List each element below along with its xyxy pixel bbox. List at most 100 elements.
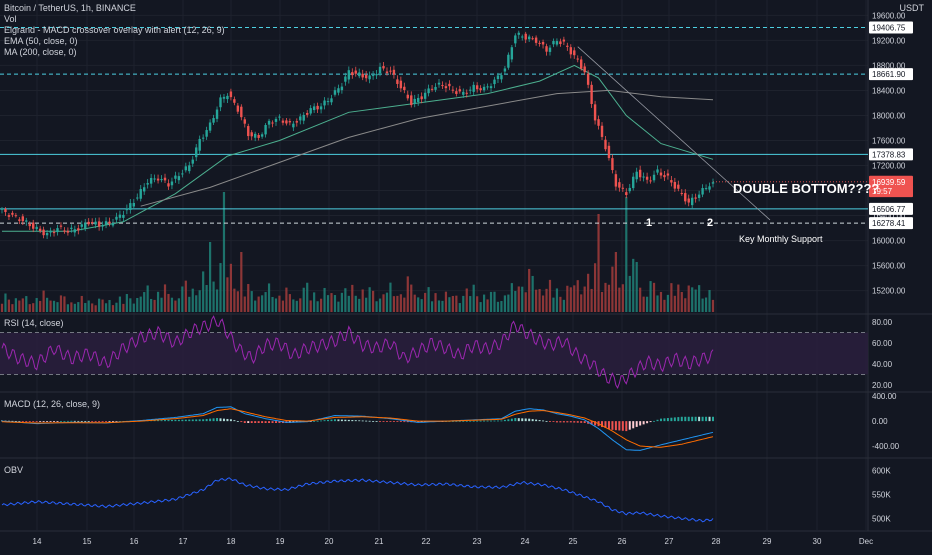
x-tick-label: 29: [763, 537, 772, 546]
volume-bar: [368, 287, 371, 312]
macd-histogram-bar: [701, 416, 704, 422]
rsi-pane-label[interactable]: RSI (14, close): [4, 318, 64, 328]
candle-body: [465, 92, 468, 94]
candle-body: [458, 89, 462, 92]
candle-body: [677, 184, 680, 189]
candle-body: [139, 189, 142, 199]
macd-histogram-bar: [451, 421, 454, 422]
candle-body: [607, 145, 611, 159]
candle-body: [361, 73, 364, 78]
candle-body: [597, 119, 600, 126]
volume-bar: [434, 293, 437, 312]
candle-body: [94, 221, 97, 225]
candle-body: [143, 187, 146, 192]
volume-bar: [514, 290, 517, 312]
volume-bar: [448, 297, 451, 312]
candle-body: [63, 230, 66, 232]
candle-body: [184, 166, 188, 171]
obv-pane-label[interactable]: OBV: [4, 465, 24, 475]
volume-bar: [406, 276, 409, 312]
candle-body: [347, 70, 351, 80]
macd-histogram-bar: [240, 421, 243, 423]
candle-body: [240, 106, 243, 118]
candle-body: [281, 120, 285, 123]
macd-histogram-bar: [243, 421, 246, 424]
candle-body: [368, 75, 371, 80]
macd-histogram-bar: [268, 421, 271, 424]
volume-bar: [361, 289, 364, 312]
volume-bar: [39, 300, 42, 312]
candle-body: [590, 84, 593, 104]
candle-body: [406, 94, 409, 99]
macd-histogram-bar: [14, 421, 17, 422]
macd-histogram-bar: [323, 420, 326, 422]
volume-bar: [14, 298, 17, 312]
candle-body: [316, 105, 319, 110]
macd-histogram-bar: [677, 417, 680, 422]
candle-body: [309, 108, 312, 114]
candle-body: [56, 228, 59, 233]
candle-body: [475, 85, 479, 90]
volume-bar: [202, 271, 205, 312]
volume-bar: [174, 300, 177, 312]
candle-body: [299, 116, 302, 121]
level-price-label: 19406.75: [872, 23, 906, 32]
macd-histogram-bar: [472, 420, 475, 422]
volume-bar: [122, 303, 125, 312]
volume-bar: [378, 298, 382, 312]
macd-histogram-bar: [198, 419, 201, 422]
candle-body: [156, 178, 160, 181]
volume-bar: [694, 289, 697, 312]
volume-bar: [399, 294, 402, 312]
volume-bar: [698, 285, 701, 312]
macd-histogram-bar: [35, 421, 38, 422]
indicator-label-volume[interactable]: Vol: [4, 14, 17, 24]
volume-bar: [84, 303, 87, 312]
volume-bar: [195, 295, 198, 312]
y-tick-label: 18800.00: [872, 61, 906, 70]
volume-bar: [496, 301, 500, 312]
volume-bar: [274, 298, 278, 312]
volume-bar: [618, 287, 621, 312]
volume-bar: [545, 288, 548, 312]
macd-histogram-bar: [91, 421, 94, 422]
volume-bar: [129, 298, 132, 312]
macd-histogram-bar: [170, 419, 173, 422]
x-tick-label: Dec: [859, 537, 873, 546]
x-tick-label: 15: [83, 537, 92, 546]
macd-histogram-bar: [562, 421, 565, 423]
volume-bar: [309, 300, 312, 312]
volume-bar: [489, 291, 493, 312]
volume-bar: [427, 287, 430, 312]
candle-body: [586, 73, 590, 85]
volume-bar: [247, 284, 250, 312]
volume-bar: [396, 295, 399, 312]
volume-bar: [271, 296, 274, 312]
candle-body: [59, 225, 63, 227]
candle-body: [233, 99, 236, 103]
macd-histogram-bar: [212, 418, 215, 422]
indicator-label-ema[interactable]: EMA (50, close, 0): [4, 36, 78, 46]
rsi-tick-label: 80.00: [872, 318, 893, 327]
candle-body: [87, 221, 90, 225]
candle-body: [66, 230, 70, 233]
volume-bar: [666, 294, 670, 312]
macd-histogram-bar: [569, 421, 572, 423]
volume-bar: [208, 242, 212, 312]
macd-histogram-bar: [396, 421, 399, 422]
volume-bar: [191, 288, 194, 312]
macd-histogram-bar: [708, 416, 711, 422]
macd-histogram-bar: [316, 420, 319, 422]
indicator-label-macd-overlay[interactable]: Elgrand - MACD crossover overlay with al…: [4, 25, 225, 35]
y-tick-label: 17600.00: [872, 136, 906, 145]
candle-body: [84, 222, 87, 229]
volume-bar: [188, 296, 191, 312]
macd-pane-label[interactable]: MACD (12, 26, close, 9): [4, 399, 101, 409]
candle-body: [593, 104, 597, 121]
macd-histogram-bar: [521, 418, 524, 422]
indicator-label-ma[interactable]: MA (200, close, 0): [4, 47, 77, 57]
volume-bar: [555, 288, 559, 312]
macd-histogram-bar: [160, 420, 163, 422]
